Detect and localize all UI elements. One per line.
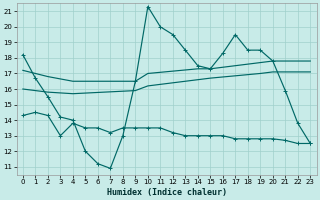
X-axis label: Humidex (Indice chaleur): Humidex (Indice chaleur)	[107, 188, 227, 197]
